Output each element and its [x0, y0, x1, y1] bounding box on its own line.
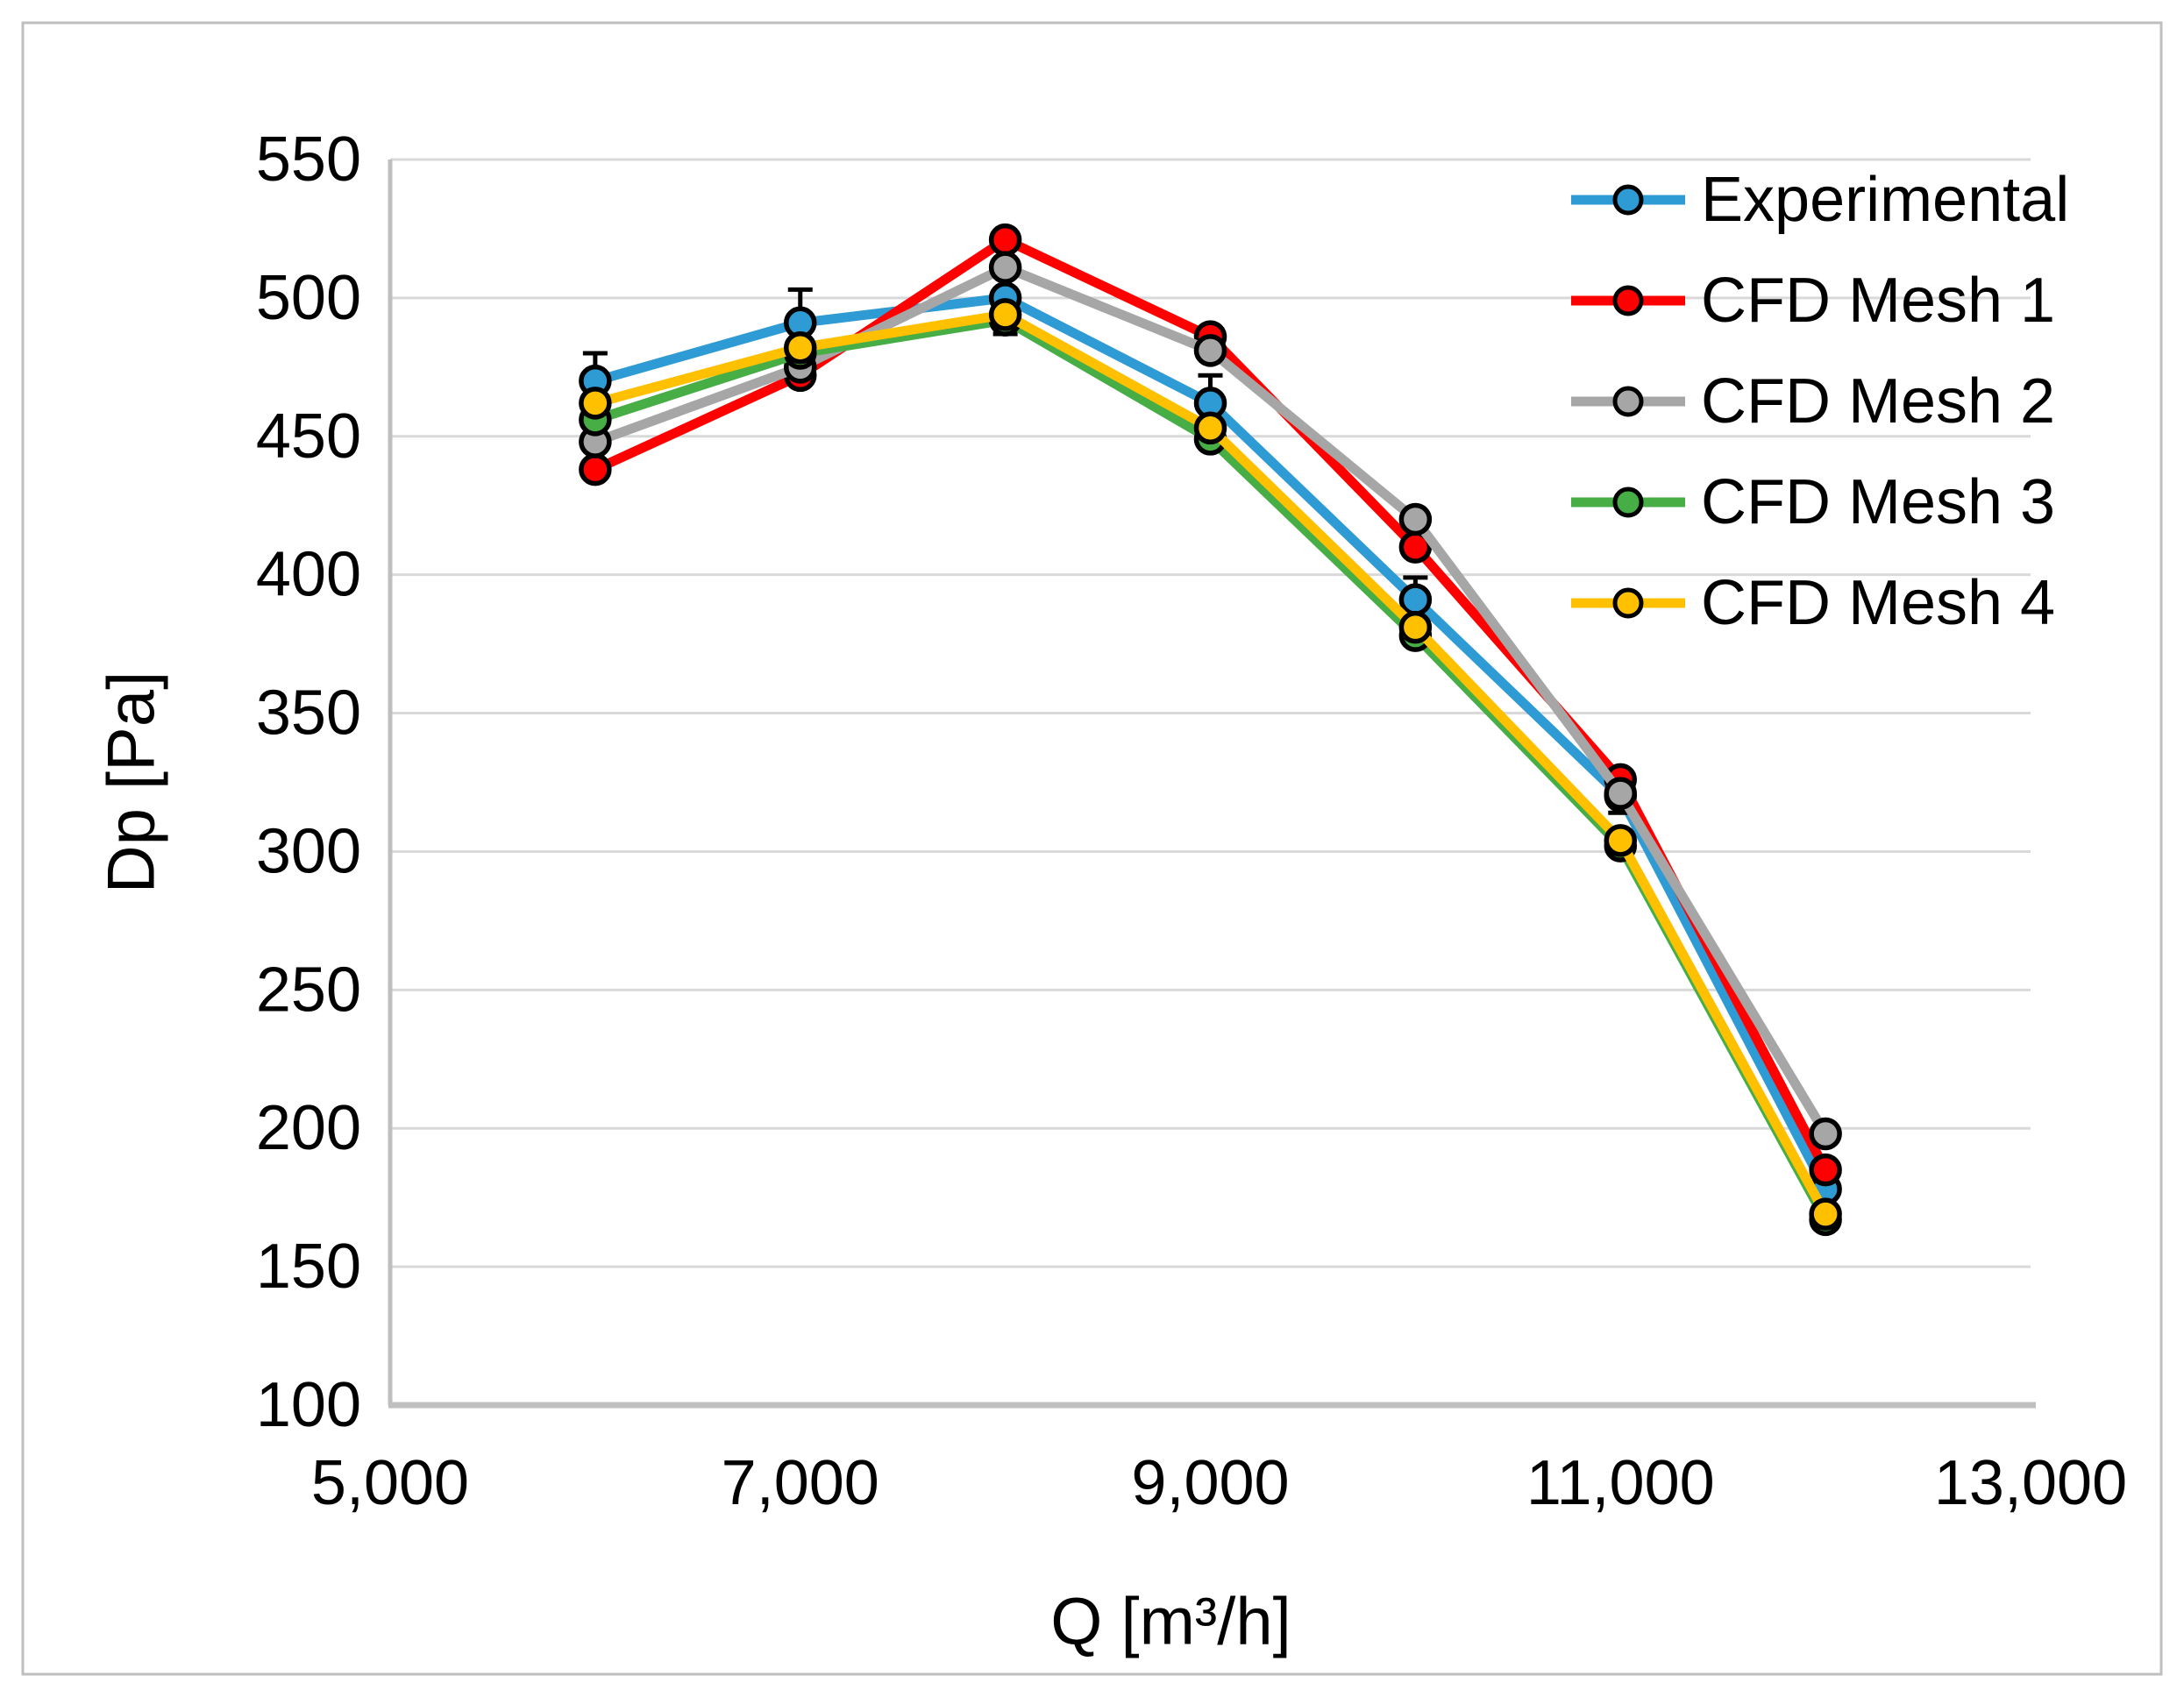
y-tick-label: 400 [256, 540, 361, 610]
data-point-marker [1398, 610, 1433, 644]
data-point-marker [1809, 1153, 1842, 1187]
y-axis-title: Dp [Pa] [95, 671, 169, 893]
data-point-marker [1398, 583, 1433, 616]
data-point-marker [579, 452, 612, 486]
x-tick-label: 11,000 [1526, 1448, 1715, 1518]
legend-marker-icon [1612, 386, 1644, 417]
legend-marker-icon [1612, 285, 1644, 316]
data-point-marker [1604, 824, 1637, 857]
x-axis-title: Q [m³/h] [1050, 1585, 1291, 1659]
y-tick-label: 500 [256, 263, 361, 333]
legend-label: CFD Mesh 1 [1701, 266, 2055, 336]
x-tick-label: 5,000 [311, 1448, 469, 1518]
legend-item: Experimental [1571, 165, 2069, 235]
legend-label: CFD Mesh 3 [1701, 467, 2055, 537]
y-tick-label: 100 [256, 1370, 361, 1440]
x-tick-label: 13,000 [1934, 1448, 2127, 1518]
data-point-marker [1193, 411, 1227, 445]
y-tick-label: 150 [256, 1232, 361, 1302]
data-point-marker [988, 298, 1022, 331]
y-tick-label: 300 [256, 816, 361, 886]
legend-marker-icon [1612, 587, 1644, 619]
y-tick-label: 550 [256, 124, 361, 195]
data-point-marker [988, 223, 1022, 257]
data-point-marker [1809, 1117, 1842, 1151]
y-tick-label: 200 [256, 1093, 361, 1163]
y-tick-label: 250 [256, 955, 361, 1025]
data-point-marker [1398, 502, 1433, 536]
legend-label: Experimental [1701, 165, 2069, 235]
legend-marker-icon [1612, 184, 1644, 216]
data-point-marker [784, 330, 817, 365]
data-point-marker [1193, 334, 1227, 367]
data-point-marker [579, 387, 612, 420]
data-point-marker [988, 251, 1022, 284]
figure-border [21, 21, 2163, 1676]
legend-label: CFD Mesh 4 [1701, 568, 2055, 638]
legend-item: CFD Mesh 4 [1571, 568, 2055, 638]
x-tick-label: 9,000 [1131, 1448, 1289, 1518]
legend-marker-icon [1612, 486, 1644, 518]
y-tick-label: 450 [256, 401, 361, 472]
data-point-marker [1809, 1197, 1842, 1231]
y-tick-label: 350 [256, 678, 361, 749]
data-point-marker [1604, 777, 1637, 810]
legend-item: CFD Mesh 1 [1571, 266, 2055, 336]
x-tick-label: 7,000 [722, 1448, 879, 1518]
legend-label: CFD Mesh 2 [1701, 366, 2055, 437]
legend-item: CFD Mesh 2 [1571, 366, 2055, 437]
legend-item: CFD Mesh 3 [1571, 467, 2055, 537]
